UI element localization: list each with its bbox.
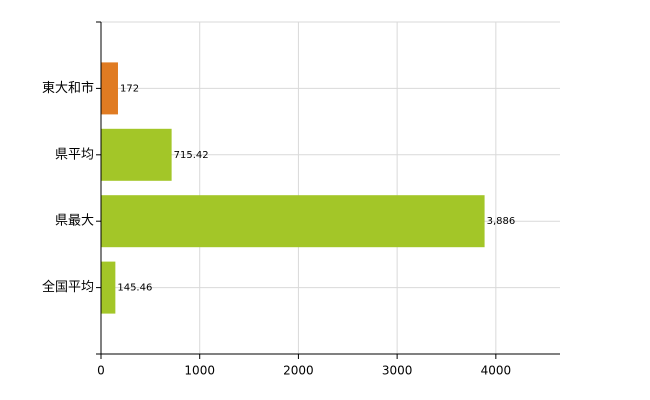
x-tick-label: 3000 xyxy=(382,364,413,378)
x-tick-label: 2000 xyxy=(283,364,314,378)
value-label: 172 xyxy=(120,83,139,94)
bar xyxy=(101,128,172,181)
y-tick-label: 全国平均 xyxy=(42,279,94,295)
x-tick-label: 0 xyxy=(97,364,105,378)
value-label: 3,886 xyxy=(487,216,516,227)
y-tick-label: 東大和市 xyxy=(42,80,94,96)
y-tick-label: 県最大 xyxy=(55,214,94,229)
bar xyxy=(101,195,485,248)
x-tick-label: 1000 xyxy=(184,364,215,378)
x-tick-label: 4000 xyxy=(481,364,512,378)
value-label: 145.46 xyxy=(117,283,152,294)
y-tick-label: 県平均 xyxy=(55,147,94,162)
value-label: 715.42 xyxy=(174,150,209,161)
bar xyxy=(101,62,118,115)
bar xyxy=(101,261,116,314)
